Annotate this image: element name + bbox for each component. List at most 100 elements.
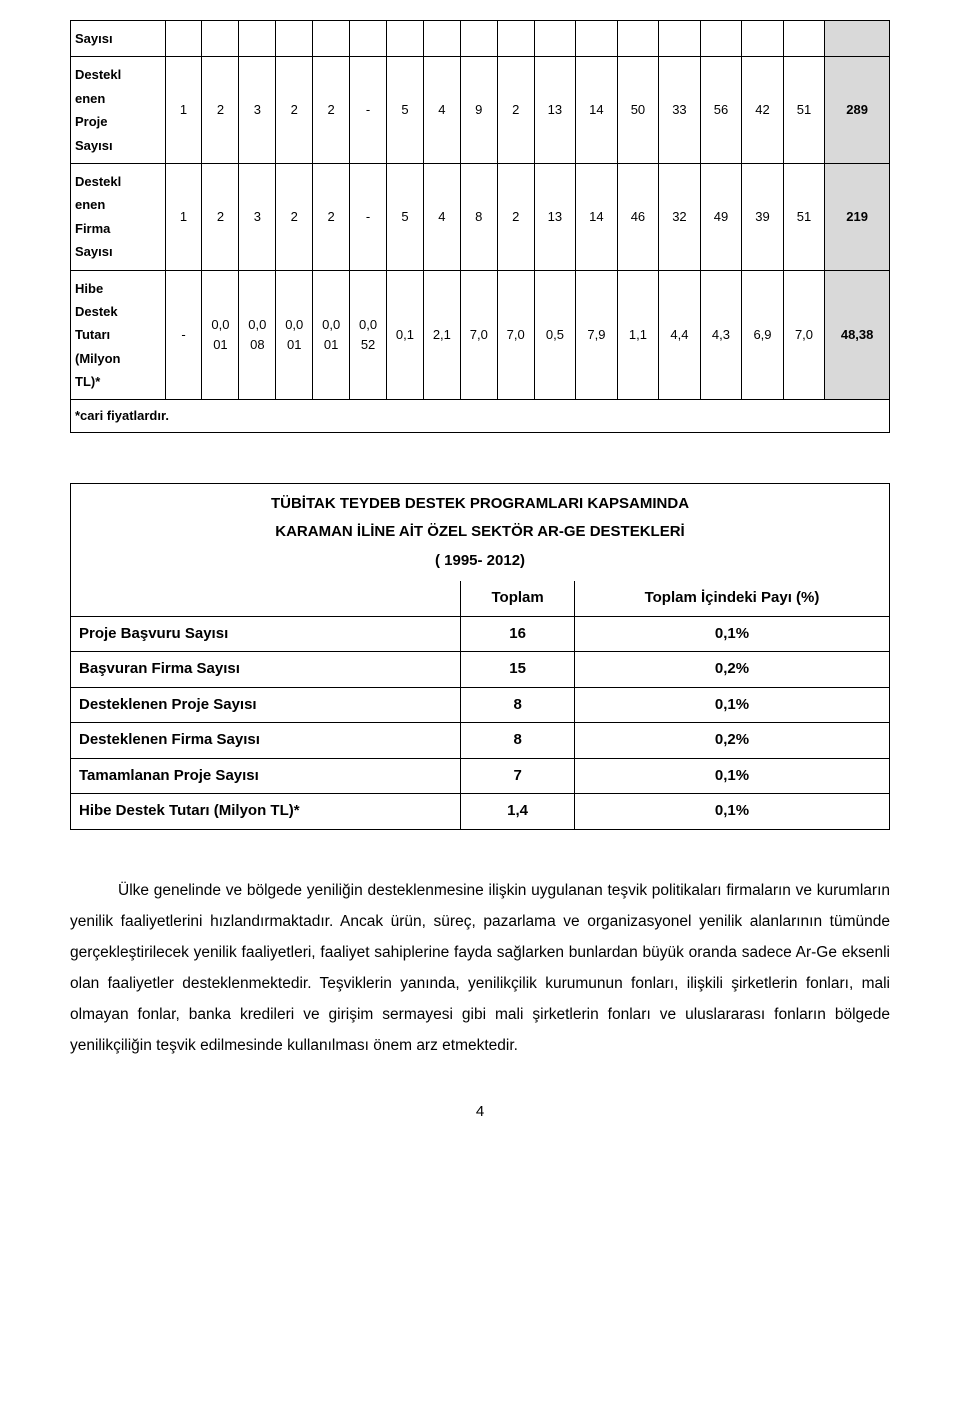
table2-cell: Başvuran Firma Sayısı — [71, 652, 461, 688]
table2-cell: 7 — [461, 758, 575, 794]
table-cell — [497, 21, 534, 57]
table2-row: Desteklenen Firma Sayısı80,2% — [71, 723, 890, 759]
table-cell: - — [350, 163, 387, 270]
table-cell: 1,1 — [617, 270, 659, 400]
table-cell — [742, 21, 784, 57]
table-cell: 4 — [423, 57, 460, 164]
table-cell: 9 — [460, 57, 497, 164]
table2-cell: 16 — [461, 616, 575, 652]
table2-cell: 0,1% — [574, 687, 889, 723]
table2-cell: 0,2% — [574, 652, 889, 688]
table2-cell: 0,1% — [574, 794, 889, 830]
table-cell — [576, 21, 618, 57]
table-cell: 6,9 — [742, 270, 784, 400]
table-cell: 1 — [165, 57, 202, 164]
table-cell: 33 — [659, 57, 701, 164]
table-cell: 2 — [497, 163, 534, 270]
table-cell: 0,001 — [313, 270, 350, 400]
table-cell: 56 — [700, 57, 742, 164]
table-cell: 50 — [617, 57, 659, 164]
page-number: 4 — [70, 1101, 890, 1124]
table-row: DesteklenenFirmaSayısı12322-548213144632… — [71, 163, 890, 270]
table-cell: 2 — [202, 163, 239, 270]
table-cell: 3 — [239, 57, 276, 164]
table-cell: - — [350, 57, 387, 164]
table-cell — [387, 21, 424, 57]
table-cell — [825, 21, 890, 57]
table-footnote: *cari fiyatlardır. — [71, 400, 890, 433]
row-label: HibeDestekTutarı(MilyonTL)* — [71, 270, 166, 400]
table2-row: Başvuran Firma Sayısı150,2% — [71, 652, 890, 688]
table-cell: 7,0 — [497, 270, 534, 400]
table-cell: 13 — [534, 163, 576, 270]
table-cell: 4 — [423, 163, 460, 270]
table-cell: 0,008 — [239, 270, 276, 400]
table-cell: 0,052 — [350, 270, 387, 400]
table-cell — [460, 21, 497, 57]
table-cell: 0,1 — [387, 270, 424, 400]
table-cell: 0,001 — [202, 270, 239, 400]
table2-cell: 15 — [461, 652, 575, 688]
table-footnote-row: *cari fiyatlardır. — [71, 400, 890, 433]
table-cell — [202, 21, 239, 57]
table2-cell: 1,4 — [461, 794, 575, 830]
table-cell: 39 — [742, 163, 784, 270]
table2-cell: Tamamlanan Proje Sayısı — [71, 758, 461, 794]
table-row: DesteklenenProjeSayısı12322-549213145033… — [71, 57, 890, 164]
table-cell: 2 — [202, 57, 239, 164]
table2-row: Tamamlanan Proje Sayısı70,1% — [71, 758, 890, 794]
support-program-data-table: SayısıDesteklenenProjeSayısı12322-549213… — [70, 20, 890, 433]
table-cell: 5 — [387, 163, 424, 270]
table-cell: 48,38 — [825, 270, 890, 400]
table-cell — [534, 21, 576, 57]
table-cell: 0,001 — [276, 270, 313, 400]
table2-cell: Proje Başvuru Sayısı — [71, 616, 461, 652]
table-cell: 2 — [276, 163, 313, 270]
table2-cell: 8 — [461, 687, 575, 723]
table-cell — [423, 21, 460, 57]
karaman-arge-summary-table: TÜBİTAK TEYDEB DESTEK PROGRAMLARI KAPSAM… — [70, 483, 890, 830]
table-cell — [783, 21, 825, 57]
table2-cell: 0,2% — [574, 723, 889, 759]
table-cell: 51 — [783, 57, 825, 164]
table2-title: TÜBİTAK TEYDEB DESTEK PROGRAMLARI KAPSAM… — [71, 483, 890, 581]
table-cell: 289 — [825, 57, 890, 164]
paragraph-text: Ülke genelinde ve bölgede yeniliğin dest… — [70, 882, 890, 1054]
table-cell: 2,1 — [423, 270, 460, 400]
table-cell — [313, 21, 350, 57]
table-cell: 5 — [387, 57, 424, 164]
table-cell: 2 — [497, 57, 534, 164]
table-cell: 2 — [276, 57, 313, 164]
table2-cell: Desteklenen Firma Sayısı — [71, 723, 461, 759]
table-cell: 7,0 — [783, 270, 825, 400]
table-cell: 51 — [783, 163, 825, 270]
table-cell — [239, 21, 276, 57]
table-cell: 4,4 — [659, 270, 701, 400]
table2-cell: 0,1% — [574, 758, 889, 794]
table-cell: 14 — [576, 163, 618, 270]
body-paragraph: Ülke genelinde ve bölgede yeniliğin dest… — [70, 875, 890, 1061]
table2-row: Desteklenen Proje Sayısı80,1% — [71, 687, 890, 723]
table2-header-cell — [71, 581, 461, 616]
table-cell — [617, 21, 659, 57]
table-cell: 7,9 — [576, 270, 618, 400]
table-cell: 1 — [165, 163, 202, 270]
table-cell: - — [165, 270, 202, 400]
table-cell: 3 — [239, 163, 276, 270]
table-cell: 8 — [460, 163, 497, 270]
table-cell: 7,0 — [460, 270, 497, 400]
table2-cell: Hibe Destek Tutarı (Milyon TL)* — [71, 794, 461, 830]
table-cell — [165, 21, 202, 57]
table-cell: 219 — [825, 163, 890, 270]
table-cell: 13 — [534, 57, 576, 164]
table2-title-row: TÜBİTAK TEYDEB DESTEK PROGRAMLARI KAPSAM… — [71, 483, 890, 581]
table-cell: 0,5 — [534, 270, 576, 400]
table-cell: 46 — [617, 163, 659, 270]
table-cell: 2 — [313, 57, 350, 164]
table-cell: 4,3 — [700, 270, 742, 400]
table-row: HibeDestekTutarı(MilyonTL)*-0,0010,0080,… — [71, 270, 890, 400]
table-cell — [659, 21, 701, 57]
table2-header-cell: Toplam İçindeki Payı (%) — [574, 581, 889, 616]
table-cell — [276, 21, 313, 57]
table-cell: 2 — [313, 163, 350, 270]
